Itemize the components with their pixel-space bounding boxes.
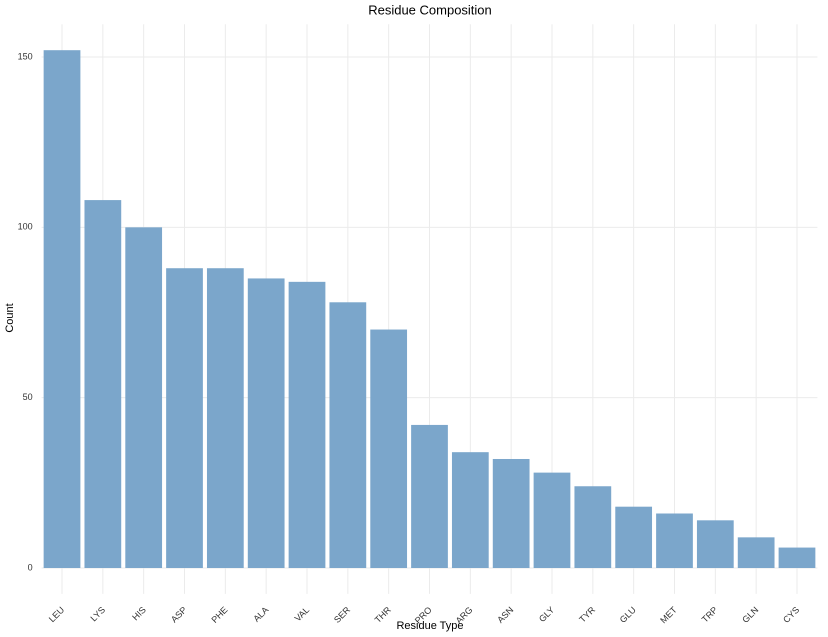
bar	[370, 329, 408, 569]
x-tick-label: HIS	[130, 605, 148, 623]
bar	[656, 513, 693, 569]
bar	[166, 268, 203, 569]
x-tick-label: TRP	[700, 605, 720, 625]
bar	[43, 50, 81, 569]
x-tick-label: GLU	[618, 605, 638, 625]
x-tick-label: MET	[658, 604, 679, 625]
x-tick-label: ASP	[169, 605, 189, 625]
y-tick-label: 150	[18, 51, 33, 61]
bar	[411, 424, 448, 569]
x-axis-title: Residue Type	[396, 620, 463, 632]
x-tick-label: LYS	[88, 605, 107, 624]
y-tick-label: 100	[18, 222, 33, 232]
bar	[696, 520, 734, 569]
bar	[329, 302, 367, 569]
x-tick-label: TYR	[577, 604, 597, 624]
bar	[288, 281, 326, 569]
x-tick-label: ARG	[454, 605, 475, 626]
bar	[84, 200, 122, 569]
x-tick-label: LEU	[47, 605, 66, 624]
x-tick-label: ASN	[495, 605, 515, 625]
bar	[492, 458, 530, 569]
x-tick-label: VAL	[293, 605, 312, 624]
y-axis-title: Count	[4, 303, 16, 332]
y-tick-label: 0	[28, 562, 33, 572]
bar	[737, 537, 775, 569]
x-tick-label: CYS	[781, 605, 801, 625]
bar	[574, 486, 612, 569]
x-tick-label: GLY	[537, 605, 556, 624]
y-tick-label: 50	[23, 392, 33, 402]
x-tick-label: PHE	[209, 605, 229, 625]
bar	[247, 278, 285, 569]
x-tick-label: SER	[332, 604, 353, 625]
x-tick-label: THR	[373, 604, 394, 625]
bar	[615, 506, 653, 569]
x-tick-label: ALA	[251, 605, 270, 624]
x-tick-label: GLN	[740, 605, 760, 625]
bar	[778, 547, 816, 569]
bar	[533, 472, 571, 569]
bar	[451, 452, 489, 569]
chart-title: Residue Composition	[368, 2, 492, 17]
bar	[125, 227, 163, 569]
bar	[206, 268, 244, 569]
